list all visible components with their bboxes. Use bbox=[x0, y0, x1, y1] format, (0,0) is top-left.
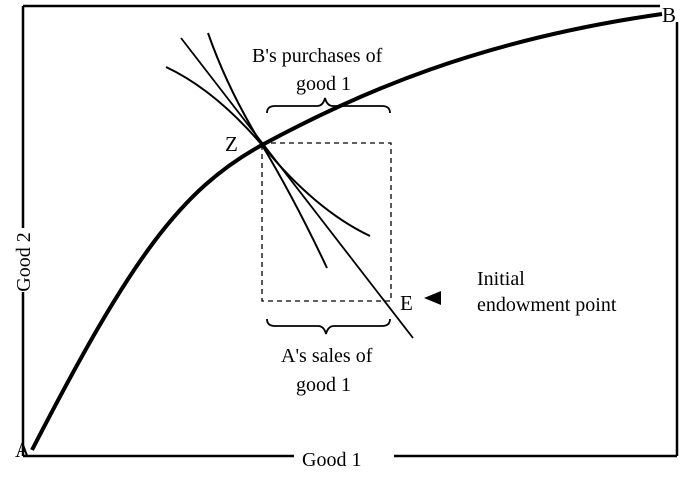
endowment-arrow bbox=[424, 291, 441, 305]
bottom-brace-label-line1: A's sales of bbox=[281, 345, 373, 367]
price-line bbox=[180, 37, 414, 339]
top-brace-label-line2: good 1 bbox=[296, 73, 351, 95]
corner-b-label: B bbox=[662, 3, 676, 27]
bottom-brace-label-line2: good 1 bbox=[296, 374, 351, 396]
top-brace bbox=[266, 97, 391, 114]
box-frame bbox=[21, 4, 679, 458]
endowment-label-line1: Initial bbox=[477, 268, 525, 290]
point-e-label: E bbox=[400, 291, 413, 315]
point-z-label: Z bbox=[225, 132, 238, 156]
corner-a-label: A bbox=[15, 438, 31, 462]
y-axis-label: Good 2 bbox=[13, 232, 35, 291]
top-brace-label-line1: B's purchases of bbox=[252, 45, 383, 67]
bottom-brace bbox=[266, 318, 391, 335]
x-axis-label: Good 1 bbox=[302, 449, 361, 471]
endowment-label-line2: endowment point bbox=[477, 294, 617, 316]
trade-rectangle bbox=[261, 142, 392, 302]
